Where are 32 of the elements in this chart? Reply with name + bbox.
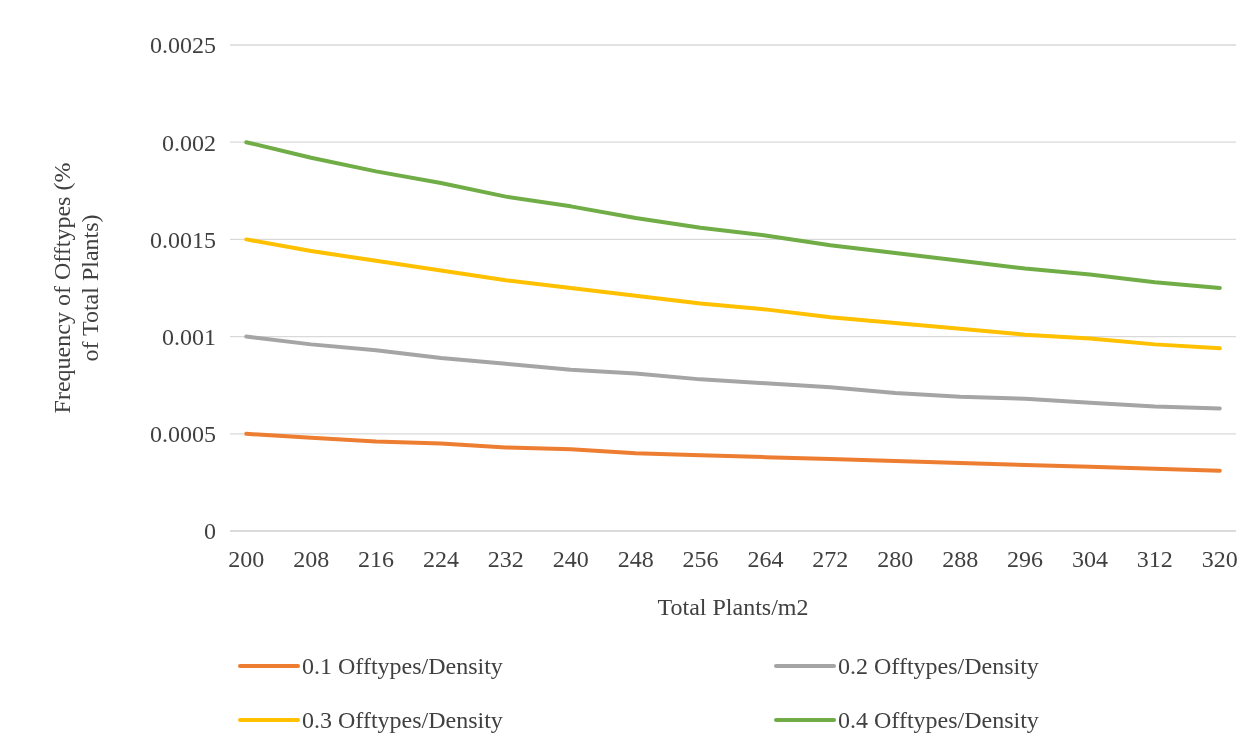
line-series	[244, 334, 1222, 411]
legend-label: 0.2 Offtypes/Density	[838, 653, 1039, 680]
x-tick-label: 248	[617, 546, 654, 572]
x-tick-label: 208	[293, 546, 330, 572]
x-tick-label: 288	[942, 546, 979, 572]
y-tick-label: 0.001	[162, 324, 216, 350]
line-series	[244, 431, 1222, 473]
x-tick-label: 216	[358, 546, 395, 572]
line-series	[244, 237, 1222, 351]
x-tick-label: 304	[1071, 546, 1108, 572]
y-tick-label: 0.002	[162, 129, 216, 156]
x-tick-label: 200	[228, 546, 265, 572]
legend-label: 0.1 Offtypes/Density	[302, 653, 503, 680]
x-tick-label: 264	[747, 546, 784, 572]
x-tick-label: 320	[1201, 546, 1238, 572]
x-tick-label: 256	[682, 546, 719, 572]
x-axis-title: Total Plants/m2	[657, 594, 809, 620]
y-tick-label: 0.0015	[150, 226, 216, 253]
x-tick-label: 240	[552, 546, 589, 572]
y-axis-title: Frequency of Offtypes (% of Total Plants)	[49, 162, 103, 414]
y-tick-label: 0.0025	[150, 32, 216, 59]
line-series	[244, 140, 1222, 290]
x-tick-label: 232	[487, 546, 524, 572]
y-tick-label: 0.0005	[150, 421, 216, 448]
legend-label: 0.3 Offtypes/Density	[302, 707, 503, 734]
x-tick-label: 224	[422, 546, 459, 572]
legend-label: 0.4 Offtypes/Density	[838, 707, 1039, 734]
x-tick-label: 280	[877, 546, 914, 572]
x-tick-label: 272	[812, 546, 849, 572]
y-tick-label: 0	[204, 518, 216, 545]
x-tick-label: 312	[1136, 546, 1173, 572]
x-tick-label: 296	[1007, 546, 1044, 572]
